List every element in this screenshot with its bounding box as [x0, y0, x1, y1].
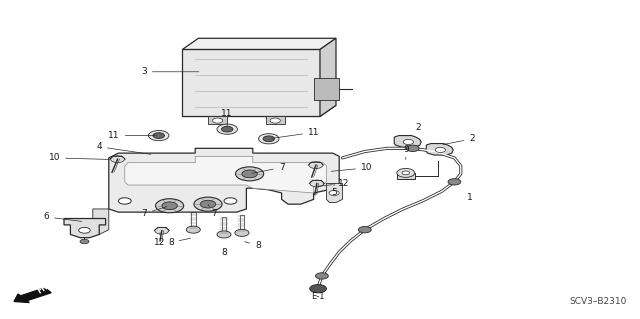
Polygon shape: [326, 183, 342, 203]
Bar: [437, 145, 444, 155]
Polygon shape: [182, 105, 336, 116]
Circle shape: [402, 171, 410, 175]
Text: 6: 6: [44, 212, 82, 221]
Polygon shape: [182, 38, 336, 49]
Circle shape: [403, 139, 413, 145]
Polygon shape: [314, 78, 339, 100]
Text: 2: 2: [443, 134, 475, 145]
Circle shape: [80, 239, 89, 244]
Text: 2: 2: [410, 123, 420, 135]
Text: 12: 12: [154, 233, 166, 247]
Circle shape: [162, 202, 177, 210]
Text: 12: 12: [317, 179, 349, 188]
Circle shape: [79, 227, 90, 233]
Circle shape: [148, 130, 169, 141]
Text: 8: 8: [168, 238, 191, 247]
FancyArrow shape: [14, 288, 51, 302]
Text: 8: 8: [221, 248, 227, 256]
Text: 11: 11: [221, 109, 233, 126]
Text: 4: 4: [97, 142, 151, 154]
Text: 1: 1: [467, 193, 473, 202]
Bar: [397, 173, 415, 179]
Text: 9: 9: [403, 145, 408, 160]
Text: 11: 11: [271, 128, 319, 138]
Circle shape: [212, 118, 223, 123]
Polygon shape: [64, 219, 106, 238]
Circle shape: [217, 231, 231, 238]
Circle shape: [235, 229, 249, 236]
Text: 7: 7: [141, 207, 167, 218]
Polygon shape: [125, 156, 326, 193]
Circle shape: [186, 226, 200, 233]
Circle shape: [329, 190, 339, 196]
Text: 11: 11: [108, 131, 156, 140]
Bar: [405, 137, 412, 147]
Circle shape: [263, 136, 275, 142]
Circle shape: [310, 180, 324, 187]
Circle shape: [406, 145, 419, 152]
Circle shape: [224, 198, 237, 204]
Text: 7: 7: [252, 163, 284, 173]
Circle shape: [217, 124, 237, 134]
Polygon shape: [320, 38, 336, 116]
Text: 5: 5: [332, 183, 337, 197]
Polygon shape: [83, 209, 109, 234]
Circle shape: [270, 118, 280, 123]
Circle shape: [309, 162, 323, 168]
Text: FR.: FR.: [35, 280, 52, 295]
Polygon shape: [266, 116, 285, 124]
Polygon shape: [182, 49, 320, 116]
Circle shape: [111, 156, 125, 163]
Text: 7: 7: [208, 204, 217, 218]
Text: 10: 10: [49, 153, 109, 162]
Circle shape: [155, 227, 169, 234]
Circle shape: [435, 147, 445, 152]
Text: 8: 8: [244, 241, 260, 250]
Circle shape: [310, 285, 326, 293]
Polygon shape: [208, 116, 227, 124]
Circle shape: [156, 199, 184, 213]
Circle shape: [200, 200, 216, 208]
Circle shape: [118, 198, 131, 204]
Circle shape: [448, 179, 461, 185]
Circle shape: [153, 133, 164, 138]
Circle shape: [397, 168, 415, 177]
Circle shape: [194, 197, 222, 211]
Text: SCV3–B2310: SCV3–B2310: [570, 297, 627, 306]
Circle shape: [358, 226, 371, 233]
Circle shape: [242, 170, 257, 178]
Polygon shape: [109, 148, 339, 212]
Circle shape: [259, 134, 279, 144]
Polygon shape: [426, 144, 453, 155]
Text: 3: 3: [141, 67, 199, 76]
Text: 10: 10: [331, 163, 372, 172]
Circle shape: [221, 126, 233, 132]
Circle shape: [236, 167, 264, 181]
Text: E-1: E-1: [311, 292, 325, 300]
Polygon shape: [394, 136, 421, 147]
Circle shape: [316, 273, 328, 279]
